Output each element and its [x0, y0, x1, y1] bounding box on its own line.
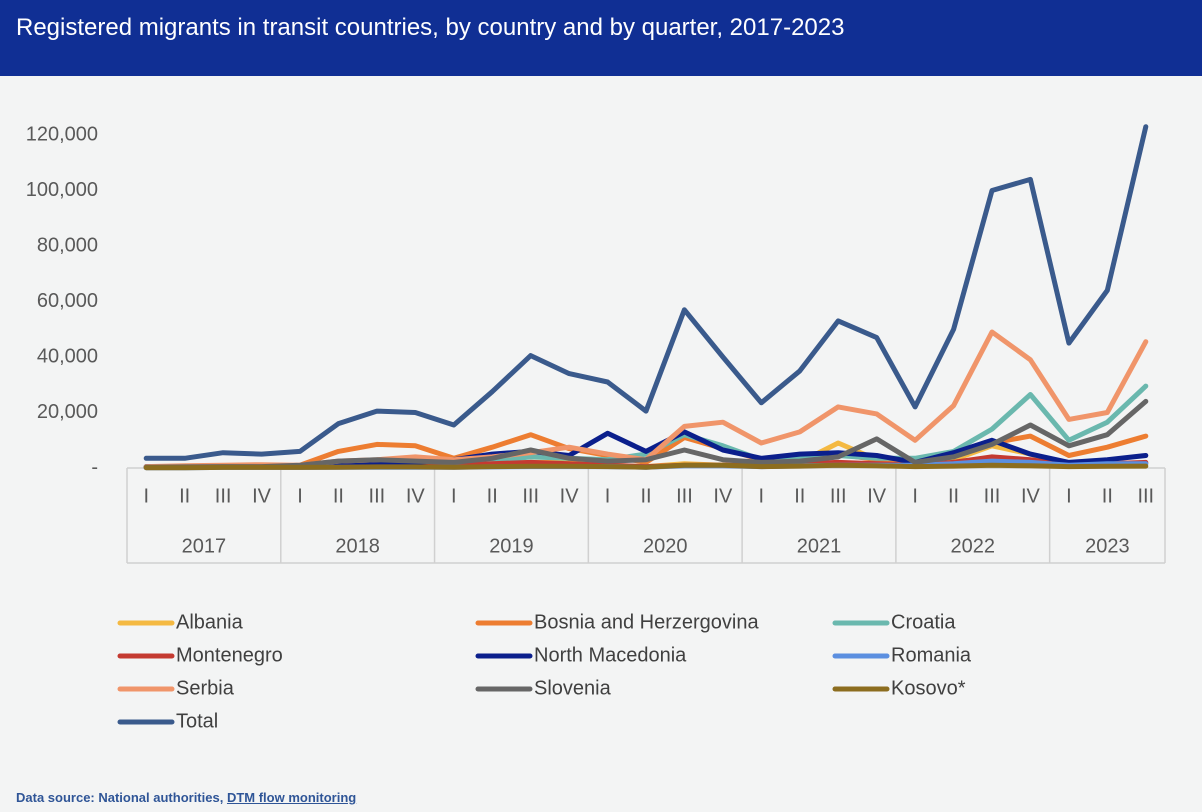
- x-tick-label: IV: [406, 485, 426, 507]
- x-group-label: 2018: [335, 535, 380, 557]
- series-line: [143, 383, 1149, 470]
- series-line: [143, 398, 1149, 470]
- x-tick-label: III: [215, 485, 232, 507]
- y-tick-label: 100,000: [26, 179, 98, 201]
- x-tick-label: II: [179, 485, 190, 507]
- x-group-label: 2021: [797, 535, 842, 557]
- title-banner: Registered migrants in transit countries…: [0, 0, 1202, 76]
- legend-label: Croatia: [891, 611, 956, 633]
- legend-label: Bosnia and Herzergovina: [534, 611, 759, 633]
- legend-label: Serbia: [176, 677, 235, 699]
- legend-label: North Macedonia: [534, 644, 687, 666]
- x-group-label: 2022: [951, 535, 996, 557]
- legend-label: Albania: [176, 611, 244, 633]
- legend-label: Montenegro: [176, 644, 283, 666]
- x-tick-label: IV: [560, 485, 580, 507]
- x-tick-label: II: [794, 485, 805, 507]
- source-link[interactable]: DTM flow monitoring: [226, 790, 357, 805]
- x-tick-label: IV: [867, 485, 887, 507]
- x-group-label: 2023: [1085, 535, 1130, 557]
- legend-label: Kosovo*: [891, 677, 966, 699]
- x-group-label: 2020: [643, 535, 688, 557]
- x-tick-label: III: [369, 485, 386, 507]
- x-tick-label: I: [143, 485, 149, 507]
- x-tick-label: III: [984, 485, 1001, 507]
- x-tick-label: I: [605, 485, 611, 507]
- x-tick-label: IV: [252, 485, 272, 507]
- y-tick-label: 120,000: [26, 123, 98, 145]
- x-tick-label: I: [912, 485, 918, 507]
- series-line: [143, 462, 1149, 471]
- x-tick-label: I: [451, 485, 457, 507]
- x-tick-label: IV: [713, 485, 733, 507]
- x-tick-label: II: [640, 485, 651, 507]
- y-tick-label: 80,000: [37, 234, 98, 256]
- x-tick-label: I: [759, 485, 765, 507]
- x-tick-label: I: [1066, 485, 1072, 507]
- y-tick-label: 20,000: [37, 401, 98, 423]
- source-text: Data source: National authorities,: [16, 790, 224, 805]
- x-group-label: 2017: [182, 535, 227, 557]
- x-tick-label: II: [333, 485, 344, 507]
- series-line: [143, 124, 1149, 461]
- x-tick-label: III: [830, 485, 847, 507]
- x-tick-label: III: [1137, 485, 1154, 507]
- x-tick-label: IV: [1021, 485, 1041, 507]
- legend-label: Total: [176, 710, 218, 732]
- x-tick-label: II: [487, 485, 498, 507]
- y-tick-label: 40,000: [37, 345, 98, 367]
- y-tick-label: 60,000: [37, 290, 98, 312]
- chart-title: Registered migrants in transit countries…: [16, 14, 845, 41]
- legend-label: Romania: [891, 644, 972, 666]
- x-tick-label: III: [676, 485, 693, 507]
- x-tick-label: II: [1102, 485, 1113, 507]
- x-tick-label: II: [948, 485, 959, 507]
- source-note: Data source: National authorities, DTM f…: [16, 790, 356, 805]
- x-group-label: 2019: [489, 535, 534, 557]
- x-tick-label: III: [522, 485, 539, 507]
- y-tick-label: -: [91, 456, 98, 478]
- x-tick-label: I: [297, 485, 303, 507]
- legend-label: Slovenia: [534, 677, 612, 699]
